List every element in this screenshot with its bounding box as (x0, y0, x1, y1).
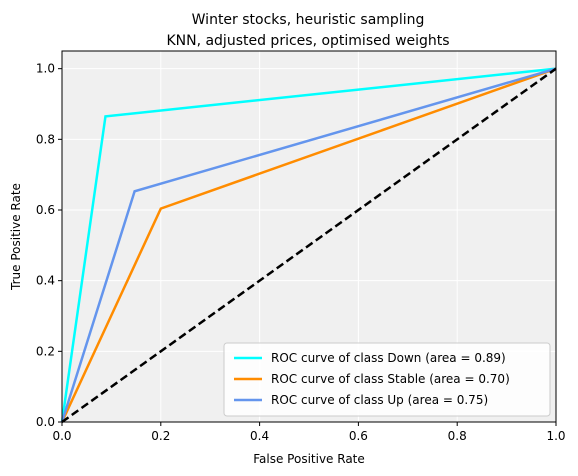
legend-box (223, 342, 551, 417)
y-tick-label: 0.0 (36, 415, 55, 429)
legend-label: ROC curve of class Up (area = 0.75) (271, 393, 488, 407)
series-line (60, 67, 557, 423)
series-line (60, 67, 557, 423)
legend: ROC curve of class Down (area = 0.89) ROC… (223, 342, 551, 417)
x-tick-label: 0.6 (349, 429, 368, 443)
chart-title: Winter stocks, heuristic sampling KNN, a… (166, 12, 449, 49)
series-line (60, 67, 557, 423)
chart-title-line-1: Winter stocks, heuristic sampling (192, 12, 425, 28)
y-tick-label: 0.8 (36, 132, 55, 146)
axis-ticks: 0.0 0.2 0.4 0.6 0.8 1.0 0.0 0.2 0.4 0.6 0.8 1.0 (36, 62, 566, 443)
legend-label: ROC curve of class Stable (area = 0.70) (271, 372, 510, 386)
series-lines (60, 67, 557, 424)
x-tick-label: 1.0 (546, 429, 565, 443)
y-tick-label: 0.4 (36, 274, 55, 288)
x-axis-label: False Positive Rate (253, 452, 365, 466)
x-tick-label: 0.2 (151, 429, 170, 443)
chart-title-line-2: KNN, adjusted prices, optimised weights (166, 33, 449, 49)
reference-diagonal-line (61, 67, 557, 424)
x-tick-label: 0.0 (52, 429, 71, 443)
y-axis-label: True Positive Rate (9, 183, 23, 291)
plot-frame (61, 50, 557, 423)
y-tick-label: 1.0 (36, 62, 55, 76)
y-tick-label: 0.6 (36, 203, 55, 217)
y-tick-label: 0.2 (36, 344, 55, 358)
x-tick-label: 0.4 (250, 429, 269, 443)
legend-label: ROC curve of class Down (area = 0.89) (271, 351, 506, 365)
x-tick-label: 0.8 (448, 429, 467, 443)
